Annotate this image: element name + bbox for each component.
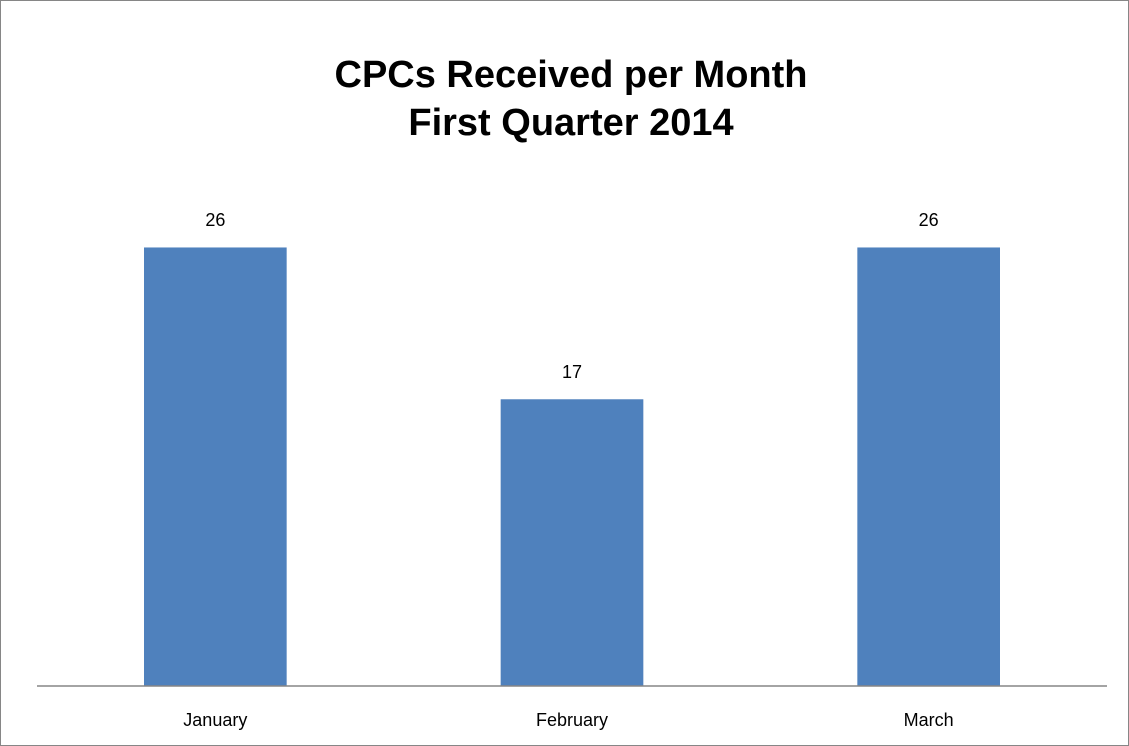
data-label: 26 <box>205 210 225 230</box>
bar <box>857 247 1000 686</box>
data-label: 26 <box>919 210 939 230</box>
chart-title: First Quarter 2014 <box>408 102 733 144</box>
data-label: 17 <box>562 362 582 382</box>
bar <box>144 247 287 686</box>
bar <box>500 399 644 686</box>
x-tick-label: January <box>183 710 247 730</box>
x-tick-label: February <box>536 710 608 730</box>
chart-title: CPCs Received per Month <box>335 54 808 96</box>
x-tick-label: March <box>904 710 954 730</box>
